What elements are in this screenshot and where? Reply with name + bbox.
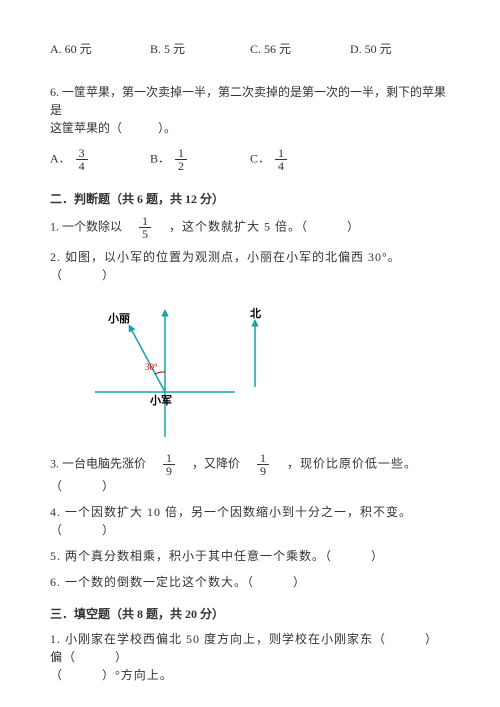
q6-stem-line1: 6. 一筐苹果，第一次卖掉一半，第二次卖掉的是第一次的一半，剩下的苹果是 xyxy=(50,85,446,117)
sec2-q6: 6. 一个数的倒数一定比这个数大。（ ） xyxy=(50,573,450,591)
sec3-q1: 1. 小刚家在学校西偏北 50 度方向上，则学校在小刚家东（ ）偏（ ） （ ）… xyxy=(50,630,450,684)
diagram-svg: 小丽 北 小军 30° xyxy=(90,292,290,442)
sec3-q1-a: 1. 小刚家在学校西偏北 50 度方向上，则学校在小刚家东（ ）偏（ ） xyxy=(50,632,438,664)
sec2-q1-a: 1. 一个数除以 xyxy=(50,219,134,233)
direction-diagram: 小丽 北 小军 30° xyxy=(90,292,290,442)
q6-c-frac: 1 4 xyxy=(275,147,287,172)
q6-b-label: B． xyxy=(150,151,170,165)
sec2-q3-a: 3. 一台电脑先涨价 xyxy=(50,456,158,470)
label-xiaoli: 小丽 xyxy=(107,311,130,325)
q6-b-den: 2 xyxy=(175,160,187,172)
section3-title: 三．填空题（共 8 题，共 20 分） xyxy=(50,605,450,622)
xiaoli-line xyxy=(130,327,165,392)
label-xiaojun: 小军 xyxy=(149,393,172,407)
q5-option-c: C. 56 元 xyxy=(250,40,350,57)
q6-c-label: C． xyxy=(250,151,270,165)
label-north: 北 xyxy=(250,306,261,320)
q6-option-b: B． 1 2 xyxy=(150,147,250,172)
q6-option-c: C． 1 4 xyxy=(250,147,350,172)
sec2-q3-d1: 9 xyxy=(163,465,175,477)
q6-a-label: A． xyxy=(50,151,71,165)
sec2-q1-frac: 1 5 xyxy=(139,215,151,240)
q6-options-row: A． 3 4 B． 1 2 C． 1 4 xyxy=(50,147,450,172)
q6-stem: 6. 一筐苹果，第一次卖掉一半，第二次卖掉的是第一次的一半，剩下的苹果是 这筐苹… xyxy=(50,83,450,137)
q6-a-den: 4 xyxy=(76,160,88,172)
q5-option-d: D. 50 元 xyxy=(350,40,450,57)
angle-arc xyxy=(155,372,165,374)
sec2-q2: 2. 如图，以小军的位置为观测点，小丽在小军的北偏西 30°。（ ） xyxy=(50,248,450,284)
q6-c-den: 4 xyxy=(275,160,287,172)
sec2-q4: 4. 一个因数扩大 10 倍，另一个因数缩小到十分之一，积不变。（ ） xyxy=(50,503,450,539)
q6-a-frac: 3 4 xyxy=(76,147,88,172)
sec2-q5: 5. 两个真分数相乘，积小于其中任意一个乘数。（ ） xyxy=(50,547,450,565)
q6-option-a: A． 3 4 xyxy=(50,147,150,172)
q5-options-row: A. 60 元 B. 5 元 C. 56 元 D. 50 元 xyxy=(50,40,450,57)
sec2-q1-den: 5 xyxy=(139,228,151,240)
q5-option-b: B. 5 元 xyxy=(150,40,250,57)
sec2-q3-frac2: 1 9 xyxy=(257,452,269,477)
sec2-q3: 3. 一台电脑先涨价 1 9 ，又降价 1 9 ，现价比原价低一些。（ ） xyxy=(50,452,450,495)
sec2-q1: 1. 一个数除以 1 5 ，这个数就扩大 5 倍。（ ） xyxy=(50,215,450,240)
sec2-q3-d2: 9 xyxy=(257,465,269,477)
q5-option-a: A. 60 元 xyxy=(50,40,150,57)
section2-title: 二．判断题（共 6 题，共 12 分） xyxy=(50,190,450,207)
sec2-q1-b: ，这个数就扩大 5 倍。（ ） xyxy=(156,219,360,233)
q6-b-frac: 1 2 xyxy=(175,147,187,172)
sec2-q3-frac1: 1 9 xyxy=(163,452,175,477)
sec2-q3-b: ，又降价 xyxy=(180,456,252,470)
label-angle: 30° xyxy=(145,362,158,372)
q6-stem-line2: 这筐苹果的（ ）。 xyxy=(50,121,176,135)
sec3-q1-b: （ ）°方向上。 xyxy=(50,668,173,682)
